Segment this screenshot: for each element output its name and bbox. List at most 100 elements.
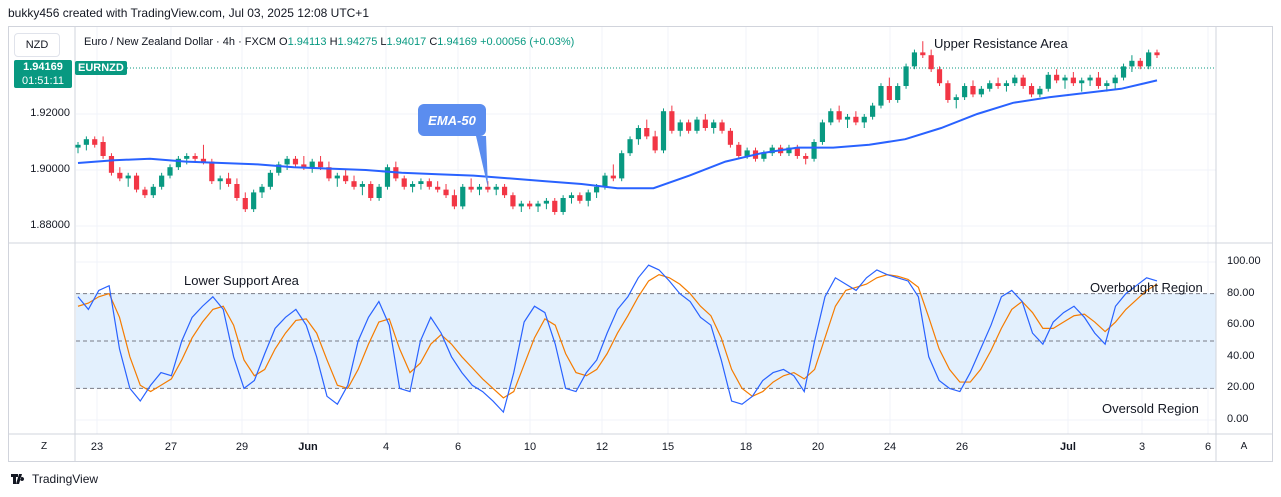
candle-body	[133, 175, 140, 190]
chart-legend: Euro / New Zealand Dollar · 4h · FXCM O1…	[84, 36, 574, 48]
candle-body	[552, 200, 558, 212]
candle-body	[870, 105, 876, 117]
candle-body	[418, 181, 424, 184]
candle-body	[836, 111, 842, 120]
candle-body	[543, 200, 549, 204]
oscillator-levels	[76, 293, 1216, 389]
candle-body	[593, 186, 600, 193]
osc-signal-line	[77, 273, 1158, 399]
candle-body	[451, 195, 457, 207]
candle-body	[803, 156, 809, 159]
symbol-button[interactable]: NZD	[14, 33, 60, 57]
candle-body	[192, 156, 198, 159]
last-price-tag: 1.94169 01:51:11	[14, 60, 72, 88]
candle-body	[527, 203, 533, 207]
candle-body	[1146, 52, 1152, 67]
candle-body	[409, 184, 416, 187]
candle-body	[861, 116, 867, 123]
candle-body	[284, 158, 290, 165]
candle-body	[769, 147, 775, 154]
last-price: 1.94169	[23, 61, 63, 73]
candle-body	[577, 195, 583, 201]
legend-low: 1.94017	[386, 36, 427, 48]
candle-body	[794, 147, 800, 156]
candle-body	[501, 186, 508, 196]
legend-close-label: C	[429, 36, 438, 48]
candle-body	[476, 186, 483, 190]
time-tick-label: 12	[595, 441, 609, 453]
candle-body	[1028, 86, 1035, 95]
candle-body	[727, 130, 734, 145]
legend-title: Euro / New Zealand Dollar · 4h · FXCM	[84, 36, 276, 48]
overbought-label: Overbought Region	[1090, 280, 1203, 295]
tradingview-logo-icon	[11, 474, 25, 484]
candle-body	[610, 175, 616, 179]
candle-body	[267, 172, 273, 187]
candle-body	[978, 88, 984, 95]
candle-body	[1087, 77, 1093, 81]
price-tick-label: 1.88000	[30, 219, 70, 231]
candle-body	[1129, 60, 1135, 67]
candle-body	[351, 181, 357, 187]
ema-callout-pointer	[476, 136, 488, 188]
ema-callout: EMA-50	[418, 104, 486, 136]
attribution-text: bukky456 created with TradingView.com, J…	[8, 6, 369, 20]
legend-low-label: L	[380, 36, 387, 48]
candle-body	[376, 186, 382, 198]
time-tick-label: 18	[739, 441, 753, 453]
candle-body	[911, 52, 918, 67]
candle-body	[1104, 83, 1110, 86]
bar-countdown: 01:51:11	[21, 75, 64, 87]
candle-body	[83, 139, 89, 145]
candle-body	[75, 144, 81, 148]
time-tick-label: 26	[955, 441, 969, 453]
candle-body	[987, 83, 993, 89]
candle-body	[234, 184, 240, 198]
candle-body	[702, 119, 708, 128]
candle-body	[853, 116, 859, 123]
candle-body	[652, 136, 658, 151]
candle-body	[117, 172, 123, 179]
legend-high-label: H	[329, 36, 338, 48]
log-scale-toggle[interactable]: Z	[40, 441, 48, 452]
candle-body	[920, 52, 926, 56]
candle-body	[1120, 66, 1127, 78]
time-tick-label: 15	[661, 441, 675, 453]
time-tick-label: 6	[1204, 441, 1212, 453]
candle-body	[828, 111, 834, 123]
osc-main-line	[77, 264, 1158, 414]
candle-body	[426, 181, 432, 187]
candle-body	[660, 111, 667, 151]
candle-body	[242, 198, 248, 210]
tradingview-brand: TradingView	[10, 472, 98, 486]
candle-body	[711, 122, 717, 128]
candle-body	[251, 192, 257, 210]
price-tick-label: 1.92000	[30, 107, 70, 119]
candle-body	[1020, 77, 1026, 86]
candle-body	[334, 175, 340, 179]
candle-body	[627, 139, 633, 154]
candle-body	[159, 175, 165, 187]
candle-body	[761, 153, 767, 159]
candle-body	[184, 156, 190, 159]
candle-body	[1037, 88, 1043, 95]
candle-body	[886, 86, 892, 100]
osc-tick-label: 40.00	[1227, 349, 1255, 362]
candle-body	[744, 150, 750, 156]
candle-body	[677, 122, 683, 131]
candle-body	[225, 178, 232, 184]
candle-body	[217, 178, 223, 182]
candle-body	[844, 116, 851, 120]
time-tick-label: Jul	[1060, 441, 1076, 453]
ticker-label: EURNZD	[75, 61, 127, 75]
candle-body	[368, 184, 374, 198]
candle-body	[568, 195, 575, 198]
candle-body	[125, 175, 131, 179]
time-tick-label: 10	[523, 441, 537, 453]
candle-body	[1012, 77, 1018, 84]
upper-resistance-label: Upper Resistance Area	[934, 36, 1068, 51]
candle-body	[343, 175, 349, 182]
auto-scale-toggle[interactable]: A	[1240, 441, 1248, 452]
time-tick-label: 29	[235, 441, 249, 453]
